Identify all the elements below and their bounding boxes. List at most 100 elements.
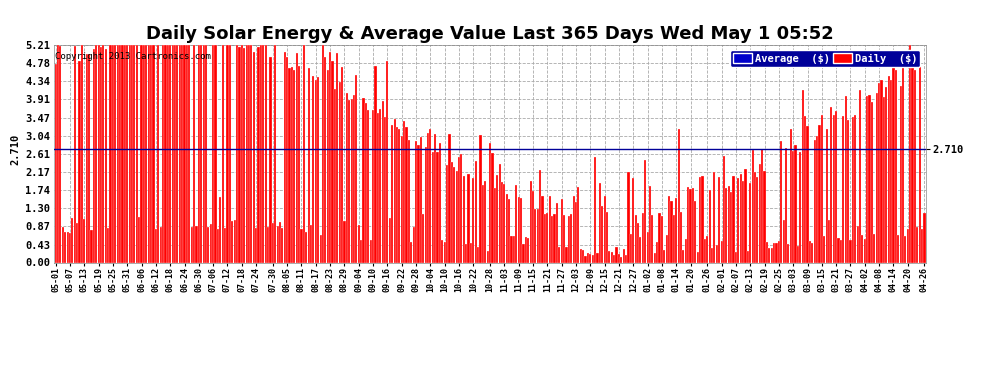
Bar	[442, 240, 444, 262]
Bar	[555, 203, 558, 262]
Bar	[523, 244, 525, 262]
Bar	[689, 189, 692, 262]
Bar	[606, 212, 608, 262]
Bar	[398, 129, 400, 262]
Bar	[599, 183, 601, 262]
Bar	[236, 45, 239, 262]
Bar	[648, 186, 651, 262]
Bar	[403, 121, 405, 262]
Bar	[613, 255, 615, 262]
Bar	[219, 197, 222, 262]
Bar	[341, 67, 344, 262]
Bar	[646, 232, 648, 262]
Bar	[362, 98, 364, 262]
Bar	[819, 125, 821, 262]
Bar	[396, 127, 398, 262]
Bar	[129, 45, 131, 262]
Bar	[924, 213, 926, 262]
Bar	[98, 45, 100, 262]
Bar	[200, 45, 202, 262]
Bar	[637, 224, 640, 262]
Bar	[907, 229, 909, 262]
Bar	[890, 80, 892, 262]
Bar	[895, 70, 897, 262]
Bar	[57, 45, 59, 262]
Bar	[738, 178, 740, 262]
Bar	[594, 157, 596, 262]
Bar	[310, 225, 312, 262]
Bar	[224, 228, 226, 262]
Bar	[114, 45, 117, 262]
Bar	[250, 45, 252, 262]
Bar	[761, 149, 763, 262]
Bar	[589, 255, 591, 262]
Bar	[255, 228, 257, 262]
Bar	[69, 232, 71, 262]
Bar	[763, 171, 765, 262]
Bar	[119, 45, 121, 262]
Bar	[112, 45, 114, 262]
Bar	[188, 45, 190, 262]
Bar	[575, 202, 577, 262]
Bar	[840, 240, 842, 262]
Bar	[630, 234, 632, 262]
Bar	[85, 54, 88, 262]
Bar	[427, 134, 429, 262]
Bar	[525, 237, 527, 262]
Bar	[71, 218, 73, 262]
Bar	[205, 45, 207, 262]
Bar	[711, 248, 713, 262]
Bar	[565, 247, 567, 262]
Bar	[420, 137, 422, 262]
Bar	[450, 162, 453, 262]
Bar	[178, 45, 181, 262]
Bar	[726, 188, 728, 262]
Bar	[567, 216, 570, 262]
Bar	[281, 228, 283, 262]
Bar	[64, 232, 66, 262]
Bar	[78, 61, 80, 262]
Bar	[799, 152, 802, 262]
Bar	[511, 236, 513, 262]
Bar	[462, 176, 465, 262]
Bar	[709, 190, 711, 262]
Bar	[110, 45, 112, 262]
Bar	[474, 162, 477, 262]
Bar	[518, 197, 520, 262]
Bar	[780, 141, 782, 262]
Bar	[259, 45, 262, 262]
Bar	[88, 54, 90, 262]
Bar	[706, 236, 708, 262]
Bar	[618, 255, 620, 262]
Bar	[721, 241, 723, 262]
Bar	[332, 62, 334, 262]
Bar	[807, 126, 809, 262]
Bar	[379, 109, 381, 262]
Bar	[467, 174, 469, 262]
Bar	[900, 86, 902, 262]
Bar	[656, 242, 658, 262]
Bar	[164, 45, 166, 262]
Bar	[673, 214, 675, 262]
Bar	[484, 181, 486, 262]
Bar	[489, 143, 491, 262]
Bar	[195, 226, 198, 262]
Bar	[592, 255, 594, 262]
Bar	[372, 110, 374, 262]
Bar	[782, 220, 785, 262]
Bar	[183, 45, 185, 262]
Bar	[246, 45, 248, 262]
Bar	[131, 45, 133, 262]
Bar	[257, 47, 259, 262]
Bar	[439, 143, 441, 262]
Bar	[766, 242, 768, 262]
Bar	[222, 45, 224, 262]
Bar	[847, 120, 849, 262]
Bar	[665, 236, 667, 262]
Bar	[730, 192, 733, 262]
Bar	[61, 227, 64, 262]
Bar	[288, 68, 291, 262]
Bar	[883, 97, 885, 262]
Bar	[272, 223, 274, 262]
Bar	[248, 45, 250, 262]
